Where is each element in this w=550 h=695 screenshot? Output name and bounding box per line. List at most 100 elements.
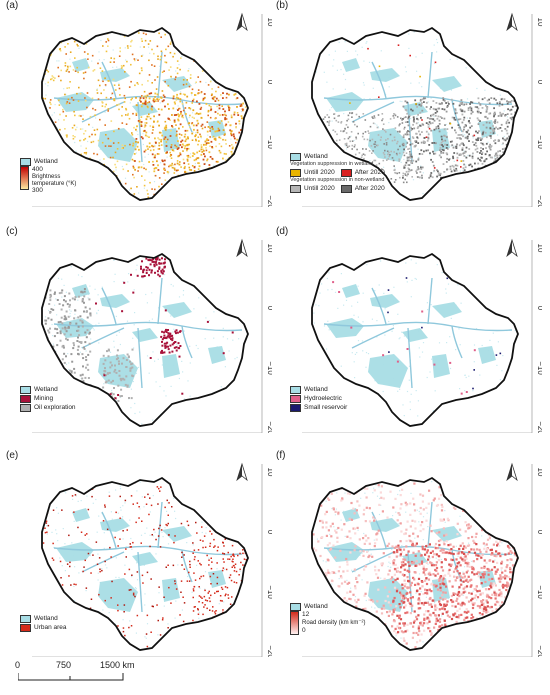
panel-c: (c) −80−70−60−50100−10−20 Wetland Mining… [6, 226, 272, 433]
map-pixel [242, 549, 244, 551]
map-pixel [416, 137, 419, 140]
map-pixel [189, 107, 192, 110]
map-pixel [180, 580, 183, 582]
map-pixel [488, 535, 492, 538]
map-pixel [195, 40, 197, 43]
map-pixel [453, 168, 455, 171]
map-pixel [480, 147, 482, 149]
map-pixel [351, 148, 353, 150]
map-pixel [148, 274, 150, 277]
map-pixel [471, 602, 474, 605]
map-pixel [230, 48, 232, 51]
map-pixel [51, 153, 54, 156]
map-pixel [140, 121, 143, 123]
map-pixel [430, 114, 433, 117]
map-pixel [353, 568, 356, 571]
map-pixel [77, 336, 79, 339]
map-pixel [361, 154, 363, 157]
map-pixel [438, 559, 441, 562]
map-pixel [236, 106, 238, 108]
map-pixel [118, 55, 121, 57]
wetland-swatch [20, 157, 31, 166]
map-pixel [118, 103, 120, 106]
map-pixel [399, 548, 402, 551]
map-pixel [437, 628, 440, 632]
map-pixel [53, 293, 56, 295]
map-pixel [192, 542, 194, 544]
map-pixel [422, 123, 425, 126]
map-pixel [500, 592, 503, 595]
map-pixel [156, 45, 159, 48]
map-pixel [243, 172, 246, 174]
map-pixel [156, 98, 159, 100]
map-pixel [176, 148, 179, 150]
map-pixel [141, 95, 143, 97]
map-pixel [92, 613, 95, 615]
map-pixel [224, 36, 226, 38]
map-pixel [457, 552, 460, 555]
map-pixel [434, 622, 437, 625]
map-pixel [200, 44, 202, 47]
map-pixel [452, 165, 455, 168]
map-pixel [326, 569, 330, 572]
map-pixel [420, 104, 422, 107]
map-pixel [498, 617, 501, 620]
map-pixel [152, 129, 154, 131]
map-pixel [64, 328, 67, 331]
map-pixel [499, 127, 502, 129]
map-pixel [358, 152, 361, 154]
map-pixel [508, 159, 510, 161]
map-pixel [132, 173, 134, 176]
map-pixel [235, 97, 238, 100]
map-pixel [432, 164, 435, 167]
map-pixel [406, 598, 409, 601]
map-pixel [207, 109, 210, 112]
map-pixel [91, 191, 93, 194]
map-pixel [233, 581, 236, 583]
map-pixel [245, 546, 247, 549]
map-pixel [166, 151, 168, 154]
map-pixel [214, 545, 216, 547]
map-pixel [371, 625, 375, 628]
map-pixel [224, 594, 226, 597]
map-pixel [451, 126, 453, 129]
wetland-area [98, 578, 138, 612]
legend-label: Untill 2020 [304, 168, 335, 176]
map-pixel [402, 548, 406, 551]
map-pixel [117, 625, 119, 627]
map-pixel [362, 132, 364, 135]
map-pixel [90, 598, 93, 600]
map-pixel [120, 388, 123, 391]
map-pixel [512, 167, 515, 170]
map-pixel [367, 482, 370, 485]
map-pixel [354, 585, 357, 588]
map-pixel [186, 143, 189, 146]
map-pixel [211, 506, 214, 508]
map-pixel [319, 641, 322, 644]
map-pixel [430, 530, 433, 533]
map-pixel [69, 565, 71, 568]
map-pixel [483, 176, 485, 178]
map-pixel [330, 590, 333, 593]
map-pixel [144, 103, 147, 106]
map-pixel [131, 53, 134, 56]
map-pixel [453, 118, 456, 121]
map-pixel [476, 147, 479, 150]
map-pixel [481, 529, 484, 532]
map-pixel [197, 608, 199, 610]
map-pixel [484, 159, 487, 161]
map-pixel [509, 647, 512, 650]
map-pixel [232, 79, 234, 81]
map-pixel [205, 103, 208, 105]
map-pixel [349, 537, 352, 540]
map-pixel [468, 622, 471, 625]
map-pixel [469, 117, 471, 120]
map-pixel [345, 484, 348, 487]
map-pixel [402, 105, 405, 108]
map-pixel [177, 37, 179, 39]
map-pixel [92, 554, 94, 556]
map-pixel [475, 638, 478, 641]
map-pixel [425, 130, 428, 133]
map-pixel [209, 575, 212, 578]
map-pixel [230, 130, 233, 133]
